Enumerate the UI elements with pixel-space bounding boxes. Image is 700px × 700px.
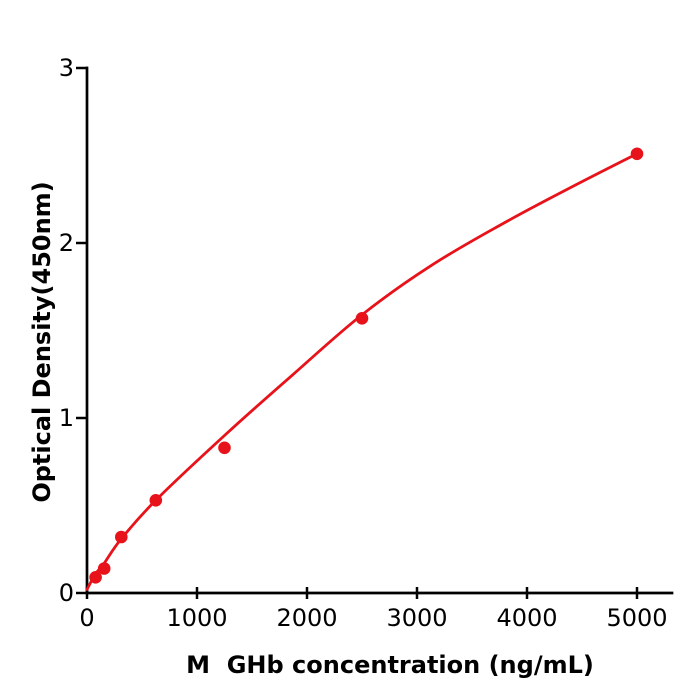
y-tick-label: 3 bbox=[58, 54, 74, 82]
x-tick-label: 2000 bbox=[276, 604, 338, 632]
x-tick-label: 3000 bbox=[386, 604, 448, 632]
data-point-marker bbox=[97, 562, 111, 575]
x-tick-label: 5000 bbox=[606, 604, 668, 632]
data-point-marker bbox=[149, 494, 163, 507]
data-point-marker bbox=[89, 571, 102, 584]
x-tick-label: 0 bbox=[79, 604, 95, 632]
x-tick-label: 1000 bbox=[166, 604, 228, 632]
x-tick-label: 4000 bbox=[496, 604, 558, 632]
data-point-marker bbox=[630, 147, 644, 161]
fitted-curve-line bbox=[85, 152, 639, 591]
y-tick-label: 2 bbox=[58, 229, 74, 257]
axis-spines bbox=[85, 66, 674, 595]
y-tick-label: 1 bbox=[58, 404, 74, 432]
data-point-marker bbox=[355, 312, 369, 325]
y-tick-label: 0 bbox=[58, 579, 74, 607]
data-point-marker bbox=[115, 530, 128, 544]
x-axis-label: M GHb concentration (ng/mL) bbox=[186, 651, 594, 679]
data-point-marker bbox=[218, 441, 231, 455]
